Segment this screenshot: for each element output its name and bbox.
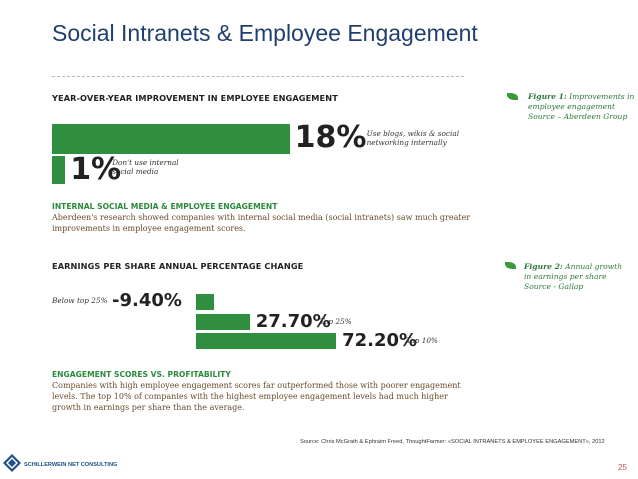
section1-body-line2: improvements in employee engagement scor… — [52, 224, 246, 233]
section2-body-line1: Companies with high employee engagement … — [52, 381, 461, 390]
figure2-line1: Annual growth — [565, 262, 623, 271]
chart2-value-below-top25: -9.40% — [112, 290, 182, 311]
chart2-value-top10: 72.20% — [342, 330, 418, 351]
logo-text: SCHILLERWEIN NET CONSULTING — [24, 462, 117, 468]
slide-title: Social Intranets & Employee Engagement — [52, 20, 478, 46]
section2-body-line3: growth in earnings per share than the av… — [52, 403, 245, 412]
section1-body-line1: Aberdeen's research showed companies wit… — [52, 213, 471, 222]
chart2-heading: EARNINGS PER SHARE ANNUAL PERCENTAGE CHA… — [52, 261, 304, 271]
figure2-caption: Figure 2: Annual growth in earnings per … — [524, 262, 622, 292]
section1-subheading: INTERNAL SOCIAL MEDIA & EMPLOYEE ENGAGEM… — [52, 202, 278, 211]
chart1-label-no-social-line2: social media — [112, 167, 159, 176]
chart2-value-top25: 27.70% — [255, 311, 331, 332]
figure2-line3: Source - Gallap — [524, 282, 584, 291]
chart1-value-social: 18% — [294, 120, 367, 155]
figure1-line3: Source – Aberdeen Group — [528, 112, 628, 121]
chart2-label-top10: Top 10% — [406, 336, 438, 345]
company-logo: SCHILLERWEIN NET CONSULTING — [3, 454, 117, 472]
section2-body-line2: levels. The top 10% of companies with th… — [52, 392, 448, 401]
chart2-label-below-top25: Below top 25% — [52, 296, 108, 305]
chart1-label-social-line2: networking internally — [366, 138, 447, 147]
section1-body: Aberdeen's research showed companies wit… — [52, 212, 470, 234]
chart1-bar-no-social — [52, 156, 66, 184]
chart1-label-social: Use blogs, wikis & social networking int… — [367, 129, 459, 147]
chart1-label-no-social: Don't use internal social media — [112, 158, 178, 176]
leaf-icon — [505, 262, 516, 269]
chart1-bar-social — [52, 124, 290, 154]
section2-subheading: ENGAGEMENT SCORES VS. PROFITABILITY — [52, 370, 231, 379]
chart2: Below top 25% -9.40% 27.70% Top 25% 72.2… — [52, 290, 472, 352]
chart2-bar-below-top25 — [196, 294, 215, 310]
chart2-bar-top10 — [196, 333, 337, 349]
chart1-value-no-social: 1% — [70, 152, 122, 187]
section2-body: Companies with high employee engagement … — [52, 380, 461, 413]
chart1-label-no-social-line1: Don't use internal — [112, 158, 179, 167]
chart1-heading: YEAR-OVER-YEAR IMPROVEMENT IN EMPLOYEE E… — [52, 93, 338, 103]
source-citation: Source: Chris McGrath & Ephraim Freed, T… — [300, 439, 605, 445]
figure1-label: Figure 1: — [528, 92, 567, 101]
figure1-line2: employee engagement — [528, 102, 616, 111]
figure1-line1: Improvements in — [569, 92, 635, 101]
leaf-icon — [507, 93, 518, 100]
figure1-caption: Figure 1: Improvements in employee engag… — [528, 92, 634, 122]
chart2-bar-top25 — [196, 314, 250, 330]
page-number: 25 — [618, 463, 627, 472]
dashed-divider — [52, 76, 464, 77]
chart1: 18% Use blogs, wikis & social networking… — [52, 118, 472, 188]
chart1-label-social-line1: Use blogs, wikis & social — [366, 129, 460, 138]
figure2-label: Figure 2: — [524, 262, 563, 271]
chart2-label-top25: Top 25% — [319, 317, 352, 326]
figure2-line2: in earnings per share — [524, 272, 607, 281]
